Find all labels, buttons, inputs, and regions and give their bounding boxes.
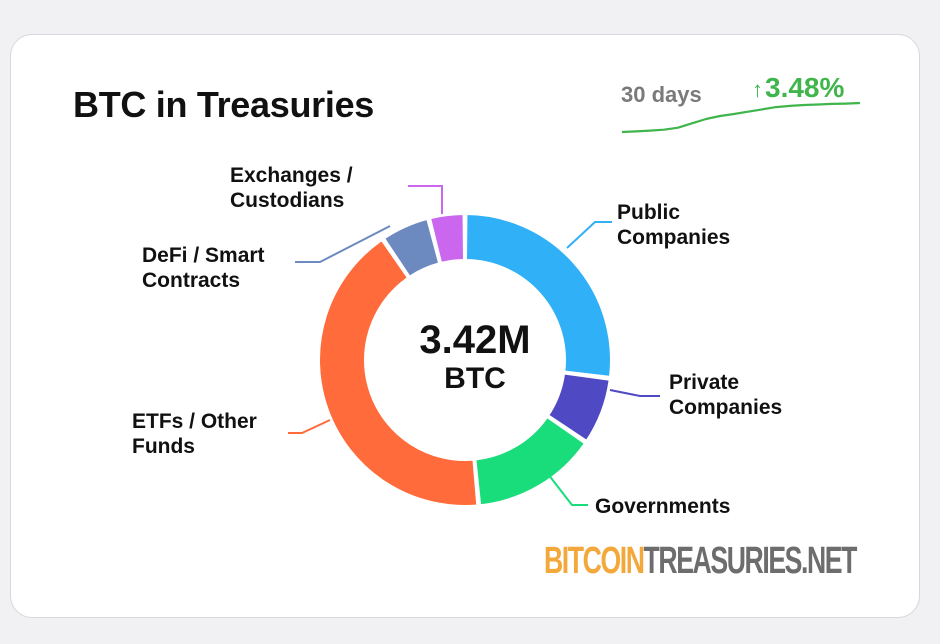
leader-exchanges <box>408 185 443 214</box>
slice-label-governments: Governments <box>595 495 731 518</box>
slice-etfs-other-funds[interactable] <box>318 239 479 507</box>
slice-label-public-companies: Public Companies <box>617 201 731 249</box>
leader-governments <box>547 473 588 506</box>
slice-label-etfs: ETFs / Other Funds <box>132 410 257 458</box>
card-title: BTC in Treasuries <box>73 84 375 125</box>
total-value: 3.42M <box>419 318 531 362</box>
slice-label-defi: DeFi / Smart Contracts <box>142 244 265 292</box>
logo-text-treasuries: TREASURIES <box>643 540 803 582</box>
logo-text-bitcoin: BITCOIN <box>544 540 645 582</box>
leader-private-companies <box>609 389 660 397</box>
slice-governments[interactable] <box>474 416 586 507</box>
slice-label-exchanges: Exchanges / Custodians <box>230 164 353 212</box>
up-arrow-icon: ↑ <box>752 77 763 102</box>
treasuries-card <box>10 34 920 618</box>
bitcointreasuries-logo: BITCOINTREASURIES.NET <box>544 540 857 583</box>
donut-slices <box>318 213 612 507</box>
change-value: ↑3.48% <box>752 72 844 104</box>
leader-public-companies <box>566 221 612 249</box>
label-leader-lines <box>288 185 660 506</box>
total-unit: BTC <box>444 362 506 395</box>
sparkline-line <box>621 101 861 134</box>
slice-label-private-companies: Private Companies <box>669 371 783 419</box>
slice-public-companies[interactable] <box>465 213 612 378</box>
change-percent: 3.48% <box>765 72 845 103</box>
slice-exchanges-custodians[interactable] <box>429 213 465 264</box>
leader-defi <box>295 225 391 263</box>
sparkline <box>621 101 861 134</box>
slice-defi-smart-contracts[interactable] <box>383 217 441 278</box>
leader-etfs <box>288 419 331 434</box>
period-label: 30 days <box>621 82 702 107</box>
slice-private-companies[interactable] <box>547 372 611 442</box>
logo-text-net: .NET <box>800 540 857 582</box>
